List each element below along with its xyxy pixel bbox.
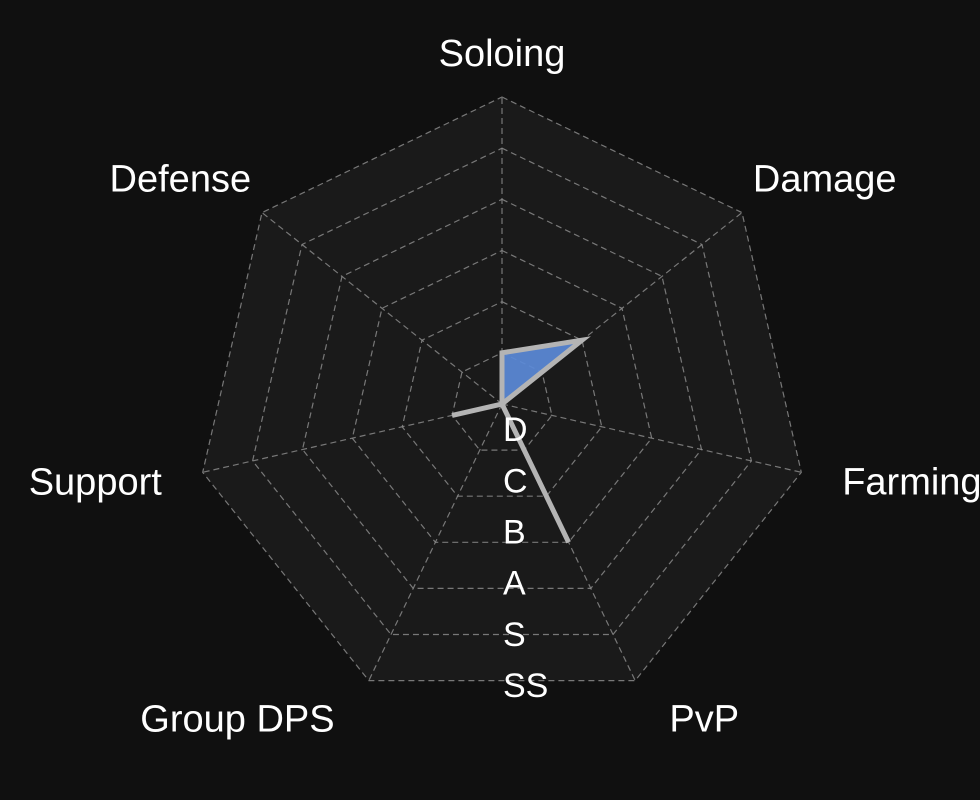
axis-label-defense: Defense — [110, 158, 252, 200]
grid-spoke — [501, 403, 802, 473]
axis-labels: Soloing Damage Farming PvP Group DPS Support D… — [29, 33, 980, 740]
scale-label-d: D — [503, 411, 528, 449]
grid-ring — [301, 198, 703, 590]
data-area — [451, 336, 591, 544]
grid-ring — [351, 249, 653, 543]
scale-label-s: S — [503, 616, 526, 654]
axis-label-damage: Damage — [753, 158, 897, 200]
scale-label-c: C — [503, 462, 528, 500]
axis-label-soloing: Soloing — [439, 33, 566, 75]
grid-ring — [202, 96, 802, 682]
data-series — [451, 336, 591, 544]
grid-spoke — [368, 403, 503, 681]
grid-ring — [401, 301, 603, 497]
axis-label-group-dps: Group DPS — [140, 698, 334, 740]
scale-label-ss: SS — [503, 667, 548, 705]
scale-label-b: B — [503, 514, 526, 552]
axis-label-pvp: PvP — [669, 698, 739, 740]
grid-spoke — [261, 212, 503, 405]
grid-ring — [451, 352, 553, 451]
grid-ring — [251, 147, 753, 636]
axis-label-farming: Farming — [842, 462, 980, 504]
scale-label-a: A — [503, 565, 526, 603]
axis-label-support: Support — [29, 462, 163, 504]
